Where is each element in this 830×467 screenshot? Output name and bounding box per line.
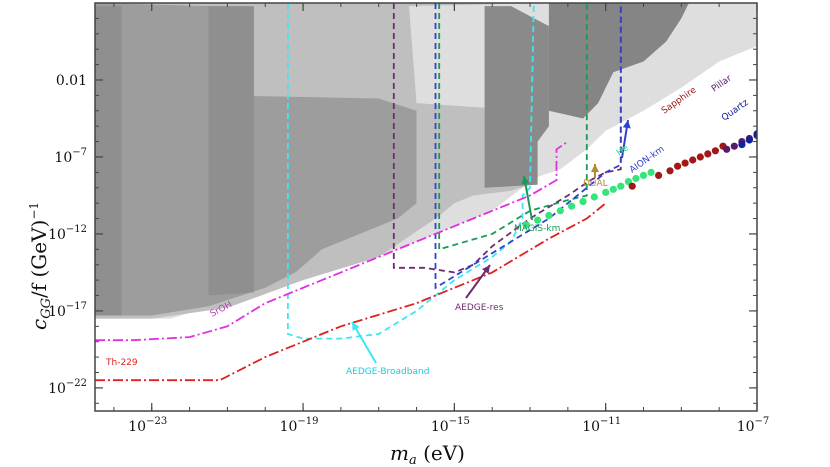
dot-sapphire-3: [674, 162, 682, 170]
x-tick-label: 10−15: [431, 416, 470, 435]
excluded-regions: [95, 3, 757, 319]
dot-he-13: [647, 168, 655, 176]
axis-ticks: 10−23 10−19 10−15 10−11 10−7 0.01 10−7 10−12 10−…: [48, 2, 770, 435]
region-darker-band-b: [208, 6, 254, 296]
dot-he-5: [579, 198, 587, 206]
dot-sapphire-6: [696, 153, 704, 161]
dot-quartz-1: [745, 136, 754, 144]
arrowhead-magis-km: [521, 176, 530, 185]
dot-he-2: [545, 211, 553, 220]
dot-he-1: [534, 216, 542, 224]
dot-he-7: [602, 188, 610, 196]
dot-he-12: [639, 171, 648, 179]
y-tick-label: 0.01: [56, 73, 87, 89]
dot-pillar-0: [723, 145, 731, 153]
curve-sroh: [95, 140, 569, 342]
label-aedge-res: AEDGE-res: [455, 303, 504, 313]
dot-sapphire-4: [681, 159, 689, 167]
dot-he-6: [590, 193, 598, 201]
annotation-arrows: [351, 119, 631, 364]
dot-sapphire-7: [704, 150, 712, 158]
dot-sapphire-5: [689, 156, 697, 164]
y-tick-label: 10−22: [48, 378, 87, 397]
resonance-points: [522, 130, 757, 229]
dot-pillar-1: [730, 142, 738, 150]
dot-sapphire-2: [666, 167, 674, 175]
region-dark-excluded: [95, 3, 417, 316]
label-magis-km: MAGIS-km: [514, 224, 560, 234]
dot-he-3: [556, 207, 564, 215]
dot-sapphire-1: [655, 171, 663, 179]
curve-th-229: [95, 202, 607, 382]
x-tick-label: 10−19: [280, 416, 319, 435]
label-aedge-broadband: AEDGE-Broadband: [346, 367, 429, 377]
arrowhead-aedge-broadband: [352, 322, 360, 331]
dot-he-0: [522, 221, 530, 229]
dot-sapphire-0: [628, 182, 636, 190]
dot-he-9: [617, 182, 625, 190]
curve-aion-km: [434, 3, 622, 290]
curve-aedge-broadband: [286, 3, 535, 340]
arrowhead-dual: [591, 164, 599, 172]
x-tick-label: 10−11: [582, 416, 621, 435]
arrowhead-aion-km: [622, 120, 631, 129]
dot-he-11: [632, 174, 640, 183]
label-dual: DUAL: [583, 179, 608, 189]
dot-he-8: [609, 185, 617, 193]
dot-quartz-0: [738, 141, 746, 149]
x-tick-label: 10−7: [737, 416, 770, 435]
y-tick-label: 10−7: [54, 147, 87, 166]
region-upper-right-blob: [548, 3, 689, 119]
dot-sapphire-8: [711, 147, 720, 155]
x-axis-title: ma (eV): [390, 441, 465, 467]
x-tick-label: 10−23: [128, 416, 167, 435]
dot-quartz-2: [753, 130, 757, 138]
plot-frame: [94, 2, 758, 412]
label-th229: Th-229: [105, 358, 138, 368]
arrowhead-aedge-res: [482, 265, 490, 274]
y-axis-title: cGG/f (GeV)−1: [27, 202, 54, 330]
dot-he-4: [568, 202, 576, 210]
y-tick-label: 10−12: [48, 224, 87, 243]
region-darker-band-a: [95, 6, 122, 316]
y-tick-label: 10−17: [48, 301, 87, 320]
